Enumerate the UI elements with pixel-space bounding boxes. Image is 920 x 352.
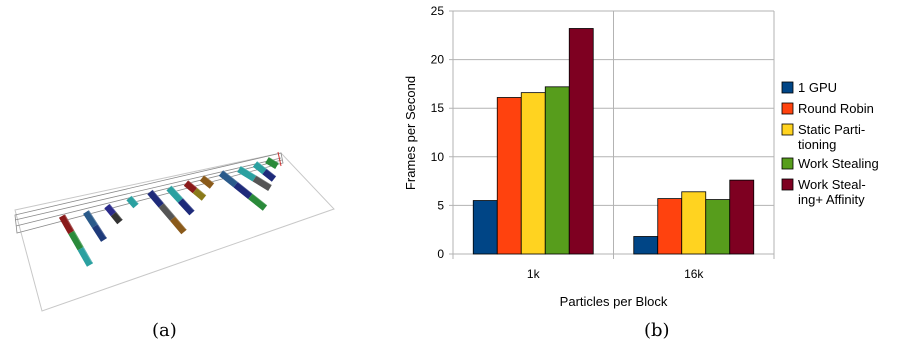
- particle-rods: [58, 156, 280, 267]
- y-axis-label: Frames per Second: [403, 76, 418, 190]
- particle-blocks-scene: [14, 151, 335, 312]
- rod-segment: [147, 189, 165, 208]
- rod-highlight: [63, 212, 93, 263]
- legend-entry: Work Stealing: [798, 156, 879, 171]
- caption-a: (a): [152, 320, 177, 341]
- rod-segment: [192, 187, 207, 201]
- rod-segment: [166, 185, 184, 203]
- y-tick-label: 0: [437, 247, 444, 261]
- rod-segment: [262, 168, 277, 182]
- y-tick-label: 15: [431, 101, 445, 115]
- bar: [657, 198, 683, 255]
- rod-segment: [218, 170, 238, 188]
- chart-legend: 1 GPU Round Robin Static Parti-tioning Wor…: [781, 80, 879, 207]
- legend-entry: Work Steal-ing+ Affinity: [798, 177, 866, 207]
- rod-segment: [233, 181, 253, 200]
- rod-highlight: [108, 202, 123, 220]
- bar: [520, 92, 546, 255]
- x-tick-label: 16k: [684, 267, 704, 281]
- rod-highlight: [130, 194, 139, 204]
- y-tick-label: 25: [431, 4, 445, 18]
- rod-highlight: [151, 188, 187, 230]
- legend-swatch: [781, 123, 794, 136]
- x-tick-label: 1k: [527, 267, 541, 281]
- ground-plane: [14, 152, 335, 312]
- rod-segment: [58, 214, 75, 235]
- bar: [472, 200, 498, 255]
- bar-chart: 0 5 10 15 20 25 1k 16k 1 GPU Round Robin Static…: [403, 4, 879, 309]
- legend-swatch: [781, 102, 794, 115]
- legend-entry: Static Parti-tioning: [798, 122, 865, 152]
- rod-highlight: [222, 169, 268, 206]
- x-axis-label: Particles per Block: [560, 294, 668, 309]
- rod-highlight: [187, 179, 207, 196]
- rod-highlight: [256, 160, 277, 177]
- y-tick-label: 10: [431, 150, 445, 164]
- bar: [729, 179, 755, 255]
- rod-segment: [248, 193, 268, 211]
- legend-swatch: [781, 81, 794, 94]
- rod-highlight: [203, 174, 215, 184]
- legend-entry: Round Robin: [798, 101, 874, 116]
- bar: [544, 86, 570, 255]
- beam-marker: [277, 151, 282, 167]
- legend-entry: 1 GPU: [798, 80, 837, 95]
- y-tick-label: 20: [431, 53, 445, 67]
- rod-segment: [237, 166, 257, 182]
- legend-swatch: [781, 157, 794, 170]
- rod-segment: [92, 224, 107, 242]
- rod-segment: [110, 211, 123, 225]
- rod-segment: [77, 246, 94, 267]
- y-tick-labels: 0 5 10 15 20 25: [431, 4, 445, 261]
- x-tick-labels: 1k 16k: [527, 267, 705, 281]
- rod-segment: [252, 161, 267, 175]
- rod-segment: [169, 216, 187, 235]
- rod-segment: [177, 198, 195, 216]
- bar: [705, 199, 731, 255]
- legend-swatch: [781, 178, 794, 191]
- rod-segment: [252, 175, 272, 191]
- bar: [633, 236, 659, 255]
- rod-highlight: [268, 156, 280, 164]
- rod-segment: [104, 203, 117, 217]
- chart-bars: [472, 28, 755, 255]
- rod-segment: [183, 180, 198, 194]
- rod-segment: [265, 156, 279, 170]
- rod-highlight: [240, 165, 273, 186]
- rod-segment: [83, 210, 98, 228]
- bar: [496, 97, 522, 255]
- rod-segment: [126, 195, 139, 209]
- caption-b: (b): [644, 320, 670, 341]
- rod-highlight: [170, 184, 195, 211]
- y-tick-label: 5: [437, 198, 444, 212]
- rod-segment: [199, 175, 215, 189]
- rod-highlight: [87, 208, 107, 238]
- rod-segment: [158, 203, 176, 221]
- bar: [681, 191, 707, 255]
- rod-segment: [68, 230, 84, 251]
- bar: [568, 28, 594, 255]
